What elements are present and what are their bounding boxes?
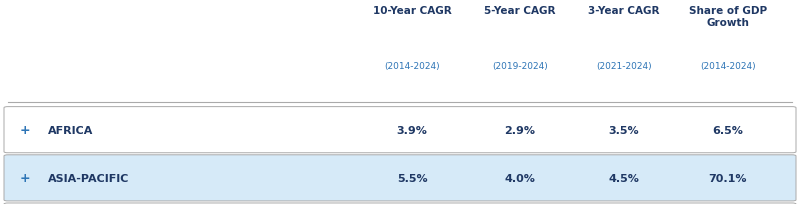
Text: (2014-2024): (2014-2024) <box>384 61 440 70</box>
Text: 4.5%: 4.5% <box>609 173 639 183</box>
Text: (2021-2024): (2021-2024) <box>596 61 652 70</box>
Text: 3.9%: 3.9% <box>397 125 427 135</box>
Text: +: + <box>20 172 30 184</box>
Text: ASIA-PACIFIC: ASIA-PACIFIC <box>48 173 130 183</box>
Text: 10-Year CAGR: 10-Year CAGR <box>373 6 451 16</box>
Text: AFRICA: AFRICA <box>48 125 94 135</box>
Text: 2.9%: 2.9% <box>505 125 535 135</box>
Text: 3-Year CAGR: 3-Year CAGR <box>588 6 660 16</box>
Text: 70.1%: 70.1% <box>709 173 747 183</box>
FancyBboxPatch shape <box>4 155 796 201</box>
Text: 5-Year CAGR: 5-Year CAGR <box>484 6 556 16</box>
Text: Share of GDP
Growth: Share of GDP Growth <box>689 6 767 28</box>
Text: (2014-2024): (2014-2024) <box>700 61 756 70</box>
Text: 5.5%: 5.5% <box>397 173 427 183</box>
Text: (2019-2024): (2019-2024) <box>492 61 548 70</box>
FancyBboxPatch shape <box>4 107 796 153</box>
FancyBboxPatch shape <box>4 203 796 204</box>
Text: 3.5%: 3.5% <box>609 125 639 135</box>
Text: 4.0%: 4.0% <box>505 173 535 183</box>
Text: +: + <box>20 124 30 136</box>
Text: 6.5%: 6.5% <box>713 125 743 135</box>
